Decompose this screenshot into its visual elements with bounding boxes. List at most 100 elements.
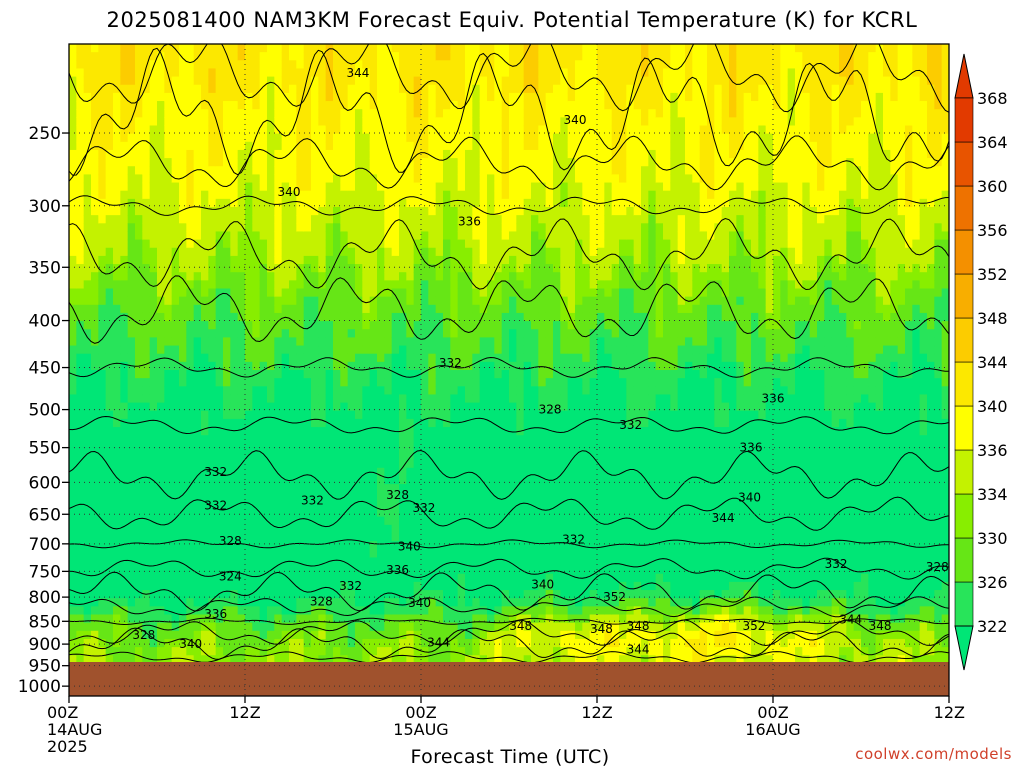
field-cell [208, 166, 217, 175]
field-cell [83, 606, 92, 616]
field-cell [245, 296, 253, 306]
field-cell [391, 239, 400, 249]
field-cell [311, 638, 319, 648]
field-cell [472, 182, 481, 192]
field-cell [340, 329, 349, 338]
field-cell [333, 378, 341, 387]
field-cell [369, 516, 378, 526]
field-cell [157, 198, 165, 208]
field-cell [76, 647, 85, 656]
field-cell [281, 52, 290, 61]
field-cell [399, 647, 407, 656]
field-cell [193, 435, 202, 444]
field-cell [399, 598, 407, 607]
field-cell [516, 190, 525, 200]
field-cell [149, 239, 158, 249]
field-cell [333, 133, 341, 143]
field-cell [142, 573, 151, 583]
field-cell [135, 353, 143, 363]
field-cell [252, 467, 261, 477]
field-cell [355, 215, 363, 224]
field-cell [406, 435, 415, 444]
field-cell [135, 231, 143, 241]
field-cell [472, 198, 481, 208]
field-cell [76, 565, 85, 575]
field-cell [325, 68, 334, 78]
field-cell [91, 590, 99, 599]
field-cell [406, 418, 415, 428]
field-cell [296, 541, 305, 550]
field-cell [311, 549, 319, 559]
field-cell [303, 435, 312, 444]
field-cell [274, 255, 283, 265]
field-cell [193, 117, 202, 127]
field-cell [340, 394, 349, 404]
field-cell [435, 321, 444, 330]
field-cell [435, 500, 444, 510]
field-cell [113, 52, 121, 61]
field-cell [267, 451, 275, 461]
field-cell [501, 174, 510, 184]
field-cell [252, 158, 261, 167]
field-cell [413, 158, 422, 167]
field-cell [142, 280, 151, 290]
field-cell [245, 198, 253, 208]
field-cell [201, 386, 209, 396]
field-cell [69, 541, 77, 550]
field-cell [157, 84, 165, 94]
field-cell [127, 394, 136, 404]
field-cell [252, 133, 261, 143]
field-cell [201, 84, 209, 94]
field-cell [164, 345, 173, 355]
field-cell [487, 92, 495, 102]
field-cell [157, 435, 165, 444]
field-cell [91, 353, 99, 363]
field-cell [201, 394, 209, 404]
field-cell [413, 280, 422, 290]
field-cell [479, 321, 488, 330]
field-cell [208, 541, 217, 550]
field-cell [406, 174, 415, 184]
field-cell [391, 149, 400, 159]
field-cell [215, 378, 224, 387]
field-cell [223, 581, 231, 591]
field-cell [76, 76, 85, 86]
field-cell [457, 117, 466, 127]
field-cell [428, 492, 437, 501]
field-cell [83, 174, 92, 184]
field-cell [421, 125, 429, 135]
field-cell [494, 329, 503, 338]
field-cell [340, 101, 349, 110]
field-cell [523, 215, 532, 224]
field-cell [252, 92, 261, 102]
field-cell [201, 475, 209, 485]
field-cell [311, 386, 319, 396]
field-cell [135, 524, 143, 534]
field-cell [413, 321, 422, 330]
field-cell [479, 533, 488, 542]
field-cell [413, 272, 422, 281]
field-cell [494, 76, 503, 86]
field-cell [355, 516, 363, 526]
field-cell [333, 304, 341, 314]
field-cell [252, 312, 261, 322]
field-cell [399, 337, 407, 347]
field-cell [369, 174, 378, 184]
field-cell [171, 231, 180, 241]
field-cell [457, 475, 466, 485]
field-cell [479, 427, 488, 436]
field-cell [215, 215, 224, 224]
field-cell [494, 198, 503, 208]
field-cell [465, 101, 473, 110]
field-cell [494, 410, 503, 420]
field-cell [186, 239, 195, 249]
field-cell [171, 418, 180, 428]
field-cell [98, 361, 107, 371]
field-cell [340, 109, 349, 118]
field-cell [83, 565, 92, 575]
field-cell [201, 557, 209, 567]
field-cell [281, 590, 290, 599]
field-cell [406, 508, 415, 518]
field-cell [391, 614, 400, 624]
field-cell [91, 288, 99, 298]
